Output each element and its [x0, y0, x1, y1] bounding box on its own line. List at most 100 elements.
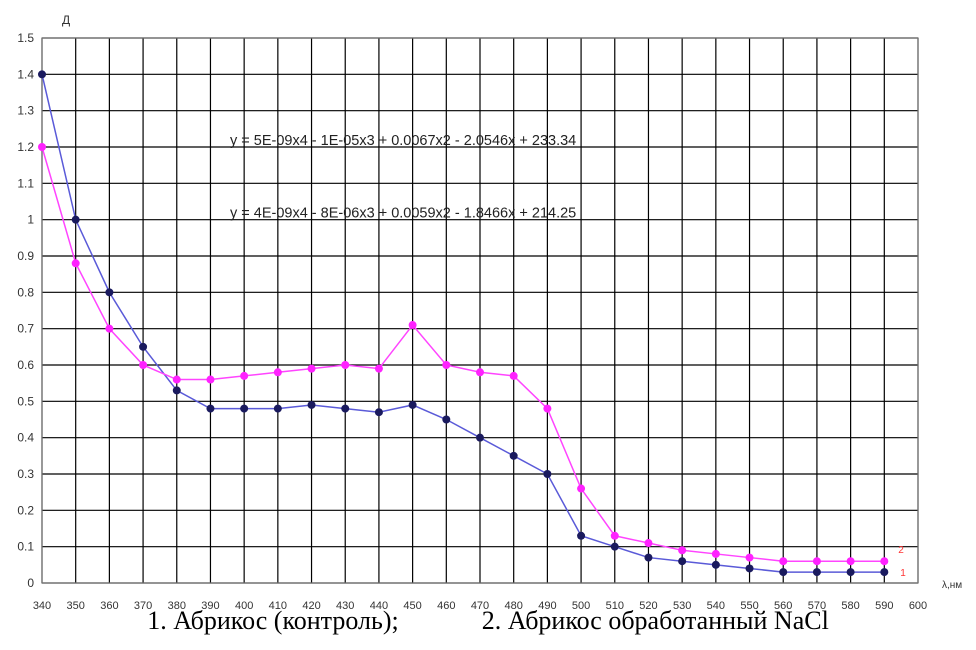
x-tick-label: 580	[841, 600, 859, 610]
caption-item-2: 2. Абрикос обработанный NaCl	[481, 606, 829, 635]
axes: 0 0.1 0.2 0.3 0.4 0.5 0.6 0.7 0.8 0.9 1 1.1 1.2 1.3 1.…	[17, 13, 962, 612]
x-tick-label: 410	[269, 600, 287, 610]
chart: 0 0.1 0.2 0.3 0.4 0.5 0.6 0.7 0.8 0.9 1 1.1 1.2 1.3 1.…	[17, 13, 962, 612]
annotations: 2 1 y = 5E-09x4 - 1E-05x3 + 0.0067x2 - 2.0…	[230, 133, 906, 579]
data-point-series-1	[644, 553, 653, 562]
data-point-series-2	[273, 368, 282, 377]
y-tick-label: 1.1	[17, 176, 34, 190]
data-point-series-1	[442, 415, 451, 424]
data-point-series-2	[105, 324, 114, 333]
series-1-label: 1	[900, 568, 906, 579]
x-tick-label: 460	[437, 600, 455, 610]
x-tick-label: 560	[774, 600, 792, 610]
x-tick-label: 570	[808, 600, 826, 610]
plot-frame	[41, 37, 919, 584]
y-tick-label: 0.8	[17, 285, 34, 299]
y-tick-label: 0.3	[17, 467, 34, 481]
data-point-series-1	[509, 451, 518, 460]
x-tick-label: 380	[168, 600, 186, 610]
x-axis-label: λ,нм	[942, 580, 962, 591]
data-point-series-1	[779, 568, 788, 577]
x-tick-label: 470	[471, 600, 489, 610]
data-point-series-1	[711, 560, 720, 569]
data-point-series-1	[307, 400, 316, 409]
y-tick-label: 1.5	[17, 31, 34, 45]
series-2-label: 2	[898, 545, 904, 556]
x-tick-label: 540	[707, 600, 725, 610]
y-axis-label: Д	[62, 13, 70, 27]
data-point-series-2	[139, 361, 148, 369]
data-point-series-1	[172, 386, 181, 395]
trendline-equation-1: y = 5E-09x4 - 1E-05x3 + 0.0067x2 - 2.054…	[230, 133, 576, 149]
x-tick-label: 510	[606, 600, 624, 610]
x-tick-label: 590	[875, 600, 893, 610]
data-point-series-1	[105, 288, 114, 297]
series-line-1	[41, 74, 885, 573]
data-point-series-2	[779, 557, 788, 566]
data-point-series-2	[543, 404, 552, 413]
data-point-series-2	[678, 546, 687, 555]
data-point-series-1	[678, 557, 687, 566]
y-tick-label: 1.4	[17, 67, 34, 81]
data-point-series-1	[610, 542, 619, 551]
caption-item-1: 1. Абрикос (контроль);	[147, 606, 399, 635]
data-point-series-1	[846, 568, 855, 577]
data-point-series-2	[408, 321, 417, 330]
data-point-series-2	[307, 364, 316, 373]
data-point-series-2	[610, 531, 619, 540]
data-point-series-2	[341, 361, 350, 369]
data-point-series-2	[745, 553, 754, 562]
data-point-series-2	[206, 375, 215, 384]
series-line-2	[41, 146, 885, 562]
data-point-series-2	[644, 539, 653, 548]
data-point-series-2	[711, 549, 720, 558]
x-tick-label: 340	[33, 600, 51, 610]
data-point-series-1	[577, 531, 586, 540]
x-tick-label: 600	[909, 600, 927, 610]
x-tick-label: 400	[235, 600, 253, 610]
y-tick-label: 0	[27, 576, 34, 590]
data-point-series-1	[38, 70, 46, 79]
y-tick-label: 1	[27, 213, 34, 227]
series	[38, 70, 889, 577]
x-tick-label: 480	[505, 600, 523, 610]
figure-caption: 1. Абрикос (контроль); 2. Абрикос обрабо…	[0, 606, 976, 636]
grid	[41, 37, 919, 584]
x-tick-label: 450	[403, 600, 421, 610]
y-tick-label: 0.5	[17, 394, 34, 408]
data-point-series-1	[206, 404, 215, 413]
data-point-series-2	[442, 361, 451, 369]
data-point-series-2	[172, 375, 181, 384]
y-tick-label: 0.6	[17, 358, 34, 372]
data-point-series-1	[139, 342, 148, 351]
y-tick-label: 0.1	[17, 540, 34, 554]
data-point-series-1	[812, 568, 821, 577]
y-tick-label: 1.2	[17, 140, 34, 154]
x-tick-label: 390	[201, 600, 219, 610]
chart-svg: 0 0.1 0.2 0.3 0.4 0.5 0.6 0.7 0.8 0.9 1 1.1 1.2 1.3 1.…	[17, 13, 962, 612]
data-point-series-1	[273, 404, 282, 413]
x-tick-label: 530	[673, 600, 691, 610]
y-tick-label: 0.2	[17, 503, 34, 517]
data-point-series-1	[240, 404, 249, 413]
x-tick-label: 520	[639, 600, 657, 610]
y-tick-label: 0.9	[17, 249, 34, 263]
data-point-series-2	[880, 557, 889, 566]
x-tick-label: 500	[572, 600, 590, 610]
data-point-series-1	[880, 568, 889, 577]
data-point-series-1	[71, 215, 80, 224]
data-point-series-2	[846, 557, 855, 566]
data-point-series-1	[374, 408, 383, 417]
data-point-series-2	[812, 557, 821, 566]
data-point-series-1	[543, 470, 552, 478]
data-point-series-1	[745, 564, 754, 573]
data-point-series-2	[374, 364, 383, 373]
data-point-series-2	[476, 368, 484, 377]
trendline-equation-2: y = 4E-09x4 - 8E-06x3 + 0.0059x2 - 1.846…	[230, 206, 576, 222]
x-tick-label: 350	[67, 600, 85, 610]
x-tick-label: 490	[538, 600, 556, 610]
x-tick-label: 370	[134, 600, 152, 610]
y-tick-label: 1.3	[17, 104, 34, 118]
data-point-series-1	[408, 400, 417, 409]
y-tick-label: 0.4	[17, 431, 34, 445]
